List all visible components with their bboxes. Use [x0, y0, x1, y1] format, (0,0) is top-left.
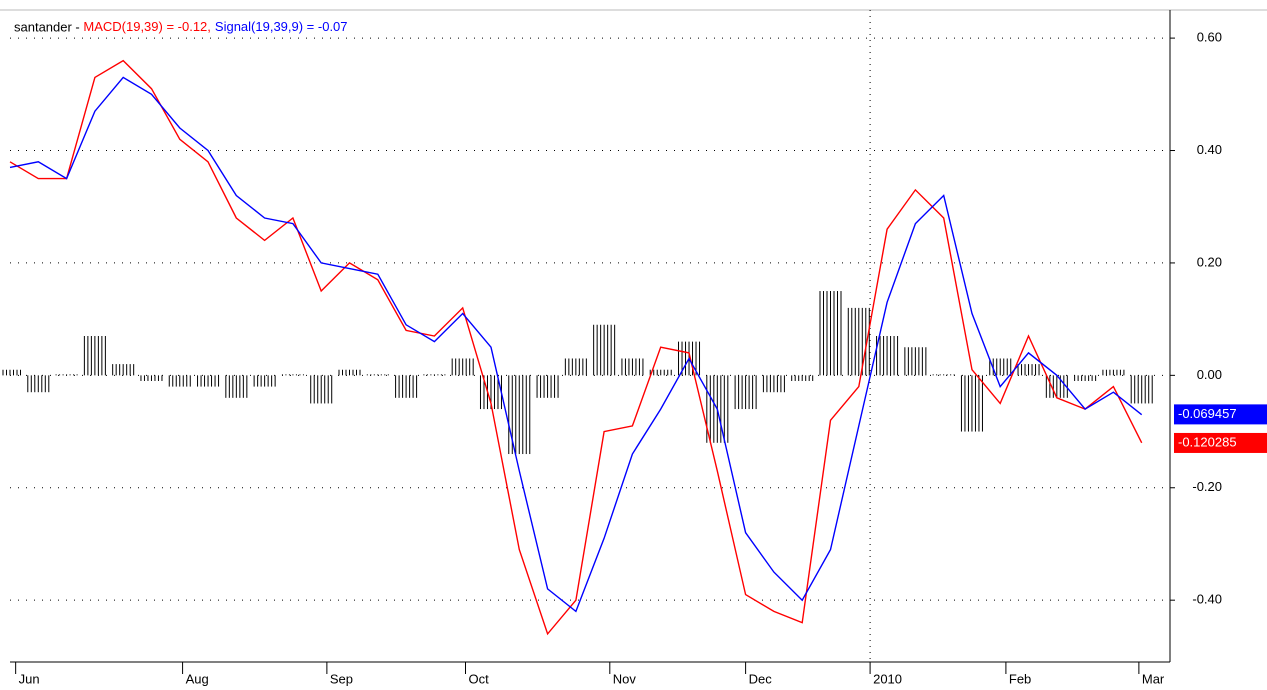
x-tick-label: 2010 [873, 671, 902, 686]
x-tick-label: Sep [330, 671, 353, 686]
y-tick-label: 0.40 [1197, 142, 1222, 157]
legend-entry: MACD(19,39) = -0.12, [83, 19, 211, 34]
last-value-badge [1174, 404, 1267, 425]
legend-entry: Signal(19,39,9) = -0.07 [215, 19, 348, 34]
y-tick-label: -0.20 [1192, 479, 1222, 494]
x-tick-label: Mar [1142, 671, 1165, 686]
y-tick-label: 0.60 [1197, 30, 1222, 45]
last-value-label: -0.120285 [1178, 434, 1237, 449]
y-tick-label: -0.40 [1192, 592, 1222, 607]
last-value-badge [1174, 432, 1267, 453]
x-tick-label: Jun [19, 671, 40, 686]
line [9, 59, 1143, 636]
x-tick-label: Dec [749, 671, 773, 686]
chart-title: santander - MACD(19,39) = -0.12, Signal(1… [14, 19, 348, 34]
x-tick-label: Feb [1009, 671, 1031, 686]
x-tick-label: Nov [613, 671, 637, 686]
x-tick-label: Oct [469, 671, 490, 686]
y-tick-label: 0.00 [1197, 367, 1222, 382]
last-value-label: -0.069457 [1178, 406, 1237, 421]
y-tick-label: 0.20 [1197, 254, 1222, 269]
x-tick-label: Aug [186, 671, 209, 686]
line [9, 76, 1143, 613]
